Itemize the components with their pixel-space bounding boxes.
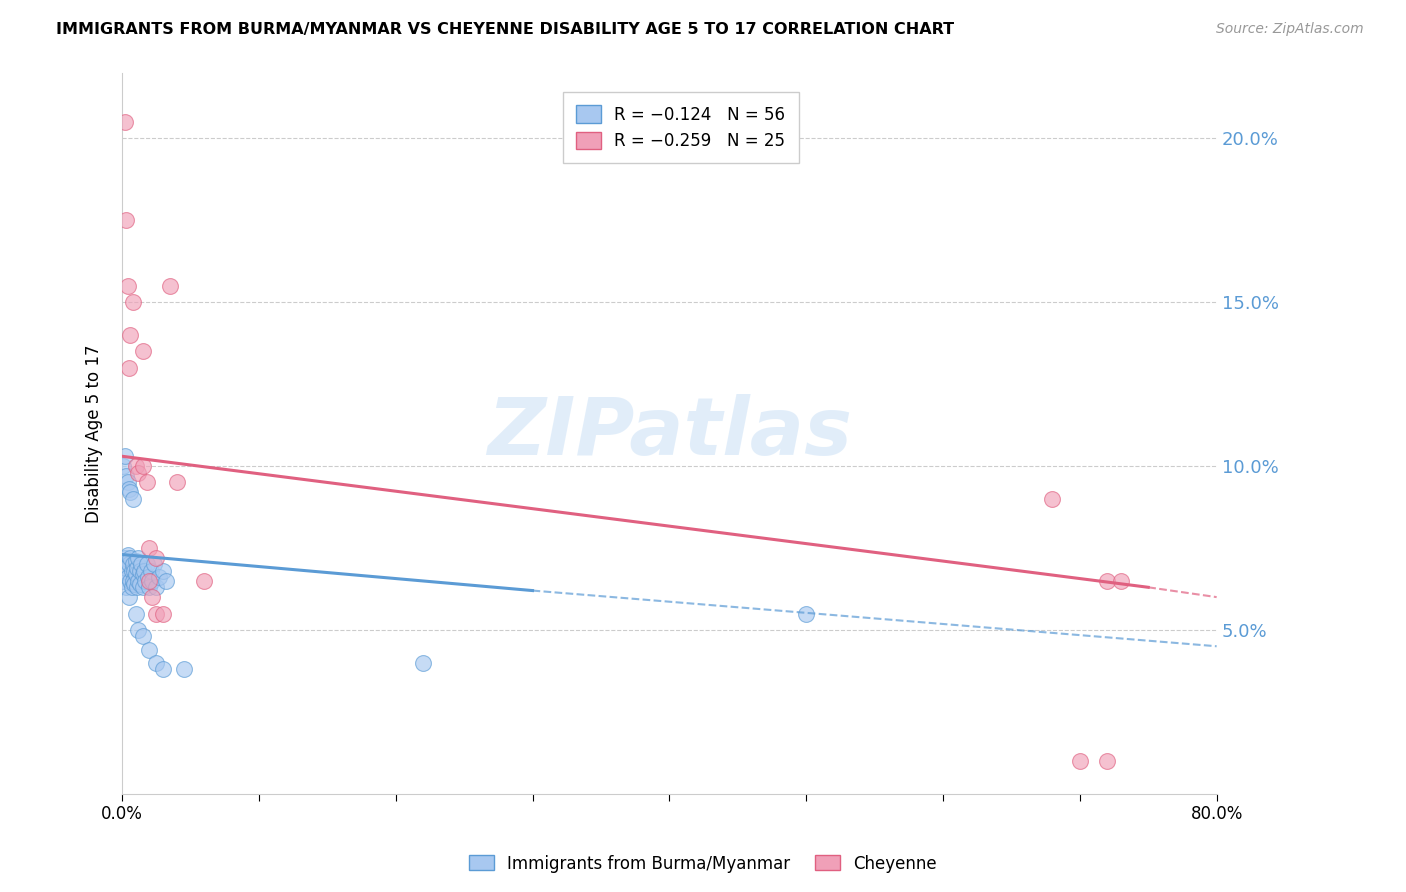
Text: Source: ZipAtlas.com: Source: ZipAtlas.com [1216,22,1364,37]
Point [1095,754,1118,768]
Point [138,642,160,657]
Point [120,485,142,500]
Point [117,475,139,490]
Point [132,564,155,578]
Point [138,541,160,555]
Point [121,564,143,578]
Point [117,570,139,584]
Point [1109,574,1132,588]
Point [131,567,153,582]
Point [120,550,142,565]
Point [127,574,149,588]
Point [115,580,138,594]
Point [148,570,170,584]
Point [145,550,167,565]
Point [127,466,149,480]
Point [135,475,157,490]
Point [135,558,157,572]
Point [138,574,160,588]
Point [112,459,135,474]
Point [122,558,145,572]
Point [1095,574,1118,588]
Point [159,279,181,293]
Point [125,554,148,568]
Point [1069,754,1091,768]
Point [117,548,139,562]
Point [136,570,159,584]
Point [118,558,141,572]
Point [114,115,136,129]
Point [118,360,141,375]
Text: ZIPatlas: ZIPatlas [486,394,852,473]
Point [142,558,165,572]
Point [117,279,139,293]
Point [120,574,142,588]
Point [145,580,167,594]
Point [125,607,148,621]
Point [127,580,149,594]
Point [115,469,138,483]
Point [122,574,145,588]
Point [166,475,188,490]
Point [127,550,149,565]
Point [112,574,135,588]
Text: IMMIGRANTS FROM BURMA/MYANMAR VS CHEYENNE DISABILITY AGE 5 TO 17 CORRELATION CHA: IMMIGRANTS FROM BURMA/MYANMAR VS CHEYENN… [56,22,955,37]
Point [152,564,174,578]
Point [128,564,150,578]
Point [155,574,177,588]
Point [138,580,160,594]
Point [124,564,146,578]
Point [152,662,174,676]
Point [134,574,156,588]
Point [131,459,153,474]
Point [794,607,817,621]
Point [141,574,163,588]
Point [121,580,143,594]
Point [193,574,215,588]
Point [173,662,195,676]
Point [118,590,141,604]
Point [127,560,149,574]
Point [412,656,434,670]
Point [125,459,148,474]
Point [131,629,153,643]
Point [122,295,145,310]
Point [114,550,136,565]
Point [114,564,136,578]
Point [152,607,174,621]
Point [122,491,145,506]
Point [145,656,167,670]
Point [115,213,138,227]
Point [131,344,153,359]
Point [118,482,141,496]
Point [125,567,148,582]
Legend: R = −0.124   N = 56, R = −0.259   N = 25: R = −0.124 N = 56, R = −0.259 N = 25 [562,92,799,163]
Point [1042,491,1064,506]
Y-axis label: Disability Age 5 to 17: Disability Age 5 to 17 [86,344,103,523]
Legend: Immigrants from Burma/Myanmar, Cheyenne: Immigrants from Burma/Myanmar, Cheyenne [463,848,943,880]
Point [114,450,136,464]
Point [127,623,149,637]
Point [115,560,138,574]
Point [141,590,163,604]
Point [131,580,153,594]
Point [124,577,146,591]
Point [129,558,152,572]
Point [145,607,167,621]
Point [120,328,142,343]
Point [139,564,162,578]
Point [128,577,150,591]
